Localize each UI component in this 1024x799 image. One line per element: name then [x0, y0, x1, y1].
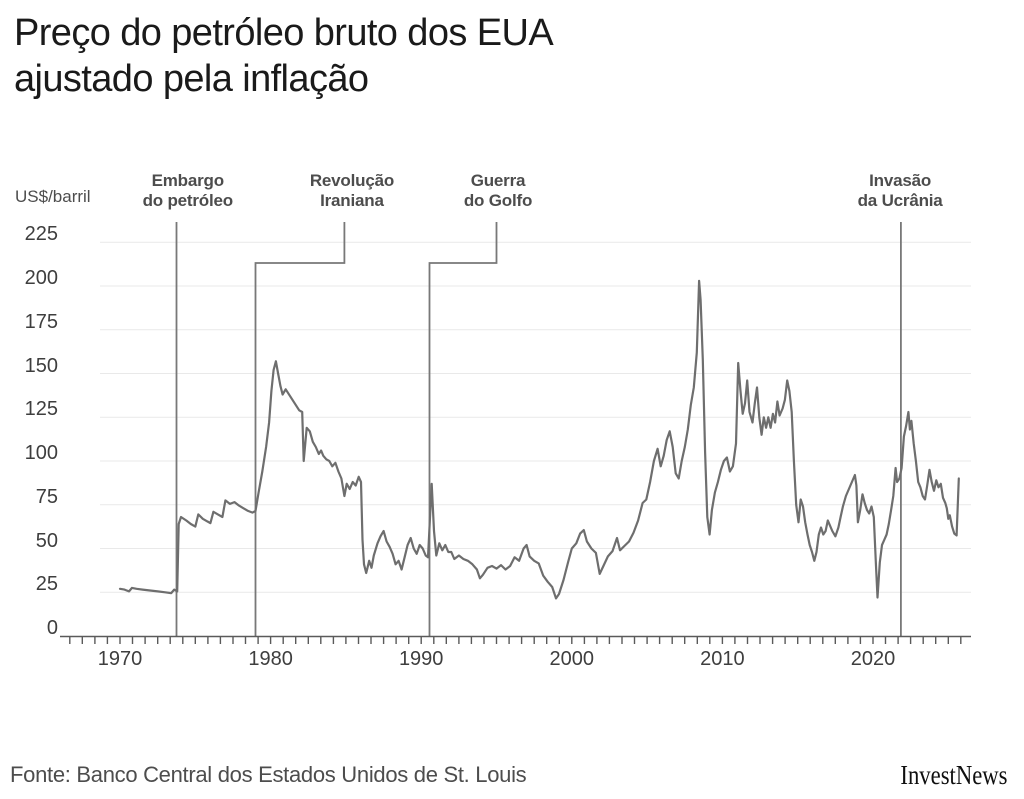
y-tick-label: 175: [24, 310, 58, 333]
event-annotation-label-line: Guerra: [470, 171, 526, 190]
y-tick-label: 125: [24, 398, 58, 421]
y-tick-label: 25: [35, 573, 58, 596]
event-annotation-label: Embargo do petróleo: [142, 171, 234, 211]
event-annotation-label: Invasão da Ucrânia: [858, 171, 943, 211]
x-tick-label: 1980: [248, 648, 293, 670]
event-marker-line: [254, 222, 346, 636]
page-title: Preço do petróleo bruto dos EUA ajustado…: [14, 10, 554, 102]
y-tick-label: 150: [24, 354, 58, 377]
y-axis-unit-label: US$/barril: [15, 187, 91, 206]
price-series-line: [118, 279, 960, 600]
x-tick-label: 1990: [398, 648, 444, 670]
x-tick-label: 1970: [97, 648, 143, 670]
x-tick-label: 2020: [850, 648, 896, 670]
event-annotation-label-line: Iraniana: [320, 191, 384, 210]
event-annotation-label-line: Revolução: [309, 171, 395, 190]
event-annotation-label: Revolução Iraniana: [310, 171, 394, 211]
y-tick-label: 75: [35, 485, 58, 508]
event-annotation-label-line: do Golfo: [463, 191, 533, 210]
x-tick-label: 2010: [700, 648, 745, 670]
y-tick-label: 100: [24, 442, 58, 464]
event-annotation-label-line: da Ucrânia: [857, 191, 943, 210]
y-tick-label: 50: [35, 529, 58, 552]
y-tick-label: 0: [46, 617, 58, 639]
investnews-logo: InvestNews: [899, 760, 1007, 790]
y-tick-label: 225: [24, 223, 58, 246]
event-marker-line: [428, 222, 498, 636]
source-note: Fonte: Banco Central dos Estados Unidos …: [10, 762, 527, 787]
title-line1: Preço do petróleo bruto dos EUA: [14, 12, 554, 54]
x-tick-label: 2000: [549, 648, 595, 670]
event-annotation-label: Guerra do Golfo: [464, 171, 532, 211]
event-annotation-label-line: do petróleo: [142, 191, 234, 210]
title-line2: ajustado pela inflação: [14, 58, 369, 100]
event-annotation-label-line: Embargo: [151, 171, 224, 190]
event-annotation-label-line: Invasão: [869, 171, 932, 190]
y-tick-label: 200: [24, 267, 58, 289]
